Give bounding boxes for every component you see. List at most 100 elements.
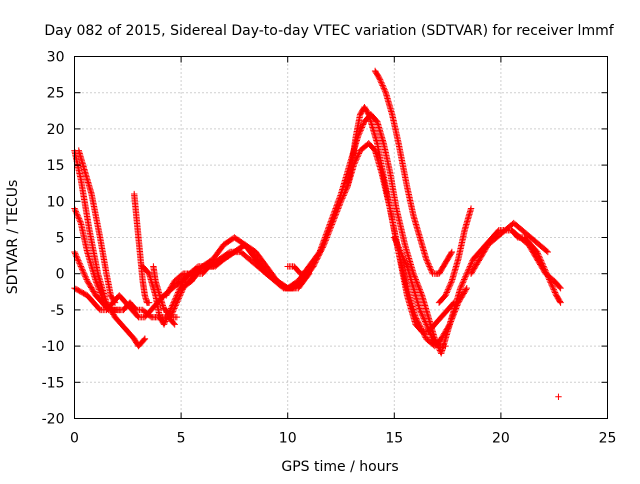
data-point [417, 287, 424, 295]
data-point [417, 308, 424, 315]
data-point [420, 315, 427, 322]
data-point [170, 320, 177, 327]
data-point [324, 227, 331, 234]
data-point [97, 290, 105, 298]
data-point [378, 80, 386, 88]
data-point [544, 248, 552, 256]
series-track-14 [371, 67, 436, 277]
data-point [98, 292, 105, 299]
data-point [391, 235, 399, 243]
data-point [162, 318, 169, 325]
data-point [319, 240, 327, 247]
data-point [76, 260, 83, 267]
data-point [322, 231, 330, 238]
data-point [97, 289, 104, 296]
data-point [457, 283, 465, 290]
data-point [380, 83, 387, 91]
data-point [333, 203, 340, 211]
data-point [355, 151, 362, 159]
data-point [415, 284, 423, 292]
data-point [444, 287, 451, 295]
y-tick-label: 30 [47, 50, 65, 66]
data-point [319, 241, 326, 248]
data-point [336, 193, 344, 201]
y-tick-label: 5 [56, 231, 65, 247]
data-point [318, 244, 325, 251]
data-point [169, 308, 177, 315]
data-point [460, 277, 467, 285]
data-point [379, 82, 386, 89]
data-point [459, 280, 466, 288]
data-point [418, 290, 425, 298]
data-point [549, 283, 556, 290]
data-point [463, 284, 470, 292]
data-point [336, 195, 343, 202]
data-point [466, 264, 473, 272]
data-point [415, 283, 422, 290]
data-point [162, 316, 170, 324]
data-point [72, 251, 79, 259]
data-point [424, 258, 431, 266]
data-point [416, 286, 423, 293]
series-track-19 [508, 227, 564, 292]
data-point [140, 336, 148, 344]
data-point [442, 342, 449, 350]
data-point [335, 196, 343, 204]
data-point [176, 293, 183, 301]
y-tick-label: 0 [56, 267, 65, 283]
data-point [450, 299, 458, 306]
data-point [378, 79, 385, 86]
data-point [94, 282, 101, 289]
data-point [446, 283, 453, 290]
data-point [174, 298, 181, 305]
data-point [466, 263, 474, 270]
data-point [317, 245, 324, 253]
data-point [376, 75, 383, 82]
data-point [77, 261, 84, 269]
data-point [414, 282, 422, 289]
data-point [173, 313, 181, 321]
data-point [83, 276, 90, 283]
data-point [321, 234, 329, 241]
data-point [76, 216, 83, 224]
x-tick-label: 5 [177, 431, 186, 447]
data-point [171, 321, 178, 328]
data-point [421, 316, 428, 324]
data-point [168, 311, 175, 318]
data-point [96, 286, 103, 293]
data-point [394, 242, 402, 250]
data-point [170, 306, 177, 314]
data-point [78, 266, 86, 273]
data-point [550, 286, 557, 293]
data-point [167, 312, 175, 319]
data-point [468, 260, 475, 267]
y-tick-label: -5 [51, 303, 65, 319]
data-point [391, 234, 398, 241]
data-point [322, 232, 329, 240]
data-point [364, 110, 372, 117]
data-point [78, 264, 85, 272]
data-point [79, 267, 87, 275]
data-point [380, 85, 388, 92]
data-point [177, 290, 184, 298]
data-point [422, 319, 429, 327]
data-point [551, 287, 558, 295]
x-tick-label: 10 [279, 431, 297, 447]
data-point [173, 299, 181, 306]
series-track-6 [130, 190, 153, 306]
data-point [428, 267, 435, 275]
data-point [330, 211, 337, 218]
data-point [303, 270, 311, 277]
data-point [72, 208, 79, 215]
y-tick-label: -20 [42, 412, 65, 428]
y-tick-label: 25 [47, 86, 65, 102]
data-point [549, 284, 557, 292]
data-point [552, 290, 559, 298]
data-point [359, 121, 367, 128]
data-point [392, 237, 399, 244]
data-point [323, 229, 330, 237]
data-point [176, 292, 184, 299]
data-point [423, 322, 431, 330]
data-point [424, 324, 431, 331]
